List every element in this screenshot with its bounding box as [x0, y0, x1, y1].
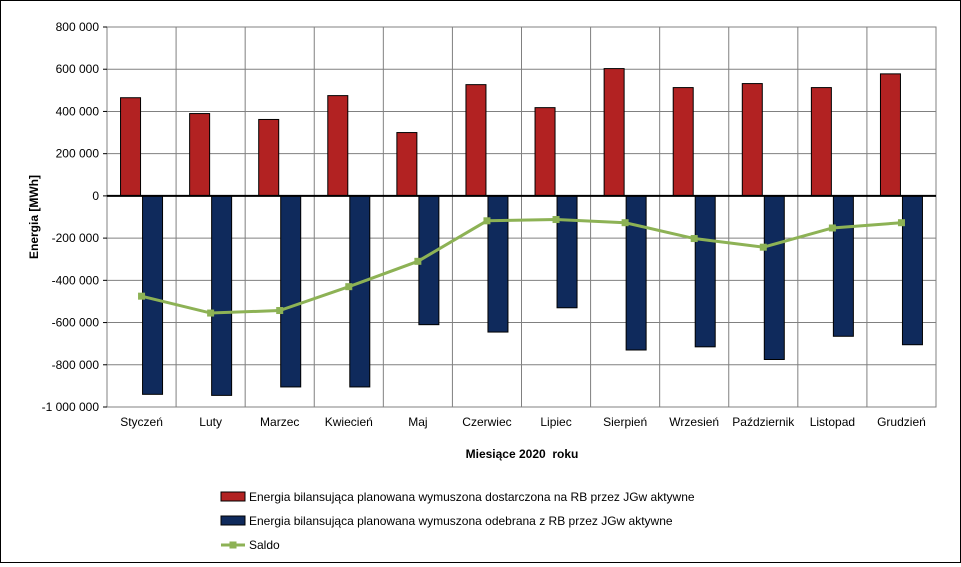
x-tick-label: Sierpień — [603, 415, 647, 429]
bar-odebrana — [142, 195, 164, 395]
saldo-point — [483, 217, 491, 225]
y-tick-label: 0 — [92, 189, 99, 203]
saldo-point — [690, 235, 698, 243]
y-tick-label: -1 000 000 — [42, 400, 100, 414]
bar-odebrana — [349, 195, 371, 388]
y-axis-label: Energia [MWh] — [27, 175, 41, 259]
saldo-point — [207, 309, 215, 317]
legend-swatch — [220, 491, 246, 502]
bar-odebrana — [556, 195, 578, 309]
y-tick-label: 400 000 — [56, 104, 100, 118]
bar-dostarczona — [741, 83, 763, 197]
bar-dostarczona — [327, 95, 349, 197]
legend-swatch — [220, 515, 246, 526]
saldo-point — [276, 307, 284, 315]
x-axis-label: Miesiące 2020 roku — [466, 447, 579, 461]
bar-dostarczona — [672, 87, 694, 197]
x-tick-label: Kwiecień — [325, 415, 373, 429]
bar-odebrana — [832, 195, 854, 337]
bar-dostarczona — [189, 113, 211, 197]
saldo-point — [897, 219, 905, 227]
bar-dostarczona — [603, 68, 625, 197]
saldo-point — [414, 257, 422, 265]
bar-odebrana — [211, 195, 233, 396]
saldo-point — [621, 219, 629, 227]
x-tick-label: Styczeń — [120, 415, 163, 429]
y-tick-label: -200 000 — [52, 231, 100, 245]
saldo-line-path — [141, 218, 902, 315]
legend: Energia bilansująca planowana wymuszona … — [220, 490, 695, 552]
legend-label: Saldo — [249, 538, 280, 552]
legend-marker — [229, 541, 237, 549]
bar-odebrana — [625, 195, 647, 351]
y-tick-label: -800 000 — [52, 358, 100, 372]
bars — [120, 68, 923, 396]
x-tick-label: Czerwiec — [462, 415, 511, 429]
y-axis-ticks: 800 000 600 000 400 000 200 000 0 -200 000 -40… — [42, 20, 107, 414]
bar-dostarczona — [810, 87, 832, 197]
saldo-point — [138, 292, 146, 300]
y-tick-label: -400 000 — [52, 273, 100, 287]
saldo-line — [138, 216, 905, 317]
saldo-point — [552, 216, 560, 224]
x-tick-label: Listopad — [810, 415, 855, 429]
saldo-point — [759, 243, 767, 251]
bar-dostarczona — [465, 84, 487, 197]
x-tick-label: Lipiec — [540, 415, 571, 429]
bar-odebrana — [901, 195, 923, 346]
legend-label: Energia bilansująca planowana wymuszona … — [249, 514, 673, 528]
y-tick-label: 800 000 — [56, 20, 100, 34]
bar-odebrana — [280, 195, 302, 388]
x-tick-label: Październik — [732, 415, 795, 429]
y-tick-label: 600 000 — [56, 62, 100, 76]
bar-dostarczona — [534, 107, 556, 197]
x-tick-label: Grudzień — [877, 415, 926, 429]
x-tick-label: Luty — [199, 415, 222, 429]
bar-odebrana — [763, 195, 785, 360]
saldo-point — [345, 283, 353, 291]
legend-label: Energia bilansująca planowana wymuszona … — [249, 490, 695, 504]
x-tick-label: Maj — [408, 415, 427, 429]
bar-dostarczona — [120, 97, 142, 197]
bar-dostarczona — [396, 132, 418, 197]
bar-dostarczona — [258, 118, 280, 197]
x-tick-label: Wrzesień — [669, 415, 719, 429]
x-axis-ticks: Styczeń Luty Marzec Kwiecień Maj Czerwiec Lipi… — [120, 415, 926, 429]
y-tick-label: -600 000 — [52, 316, 100, 330]
bar-odebrana — [487, 195, 509, 333]
y-tick-label: 200 000 — [56, 147, 100, 161]
bar-odebrana — [694, 195, 716, 348]
x-tick-label: Marzec — [260, 415, 299, 429]
bar-dostarczona — [879, 73, 901, 197]
saldo-point — [828, 224, 836, 232]
